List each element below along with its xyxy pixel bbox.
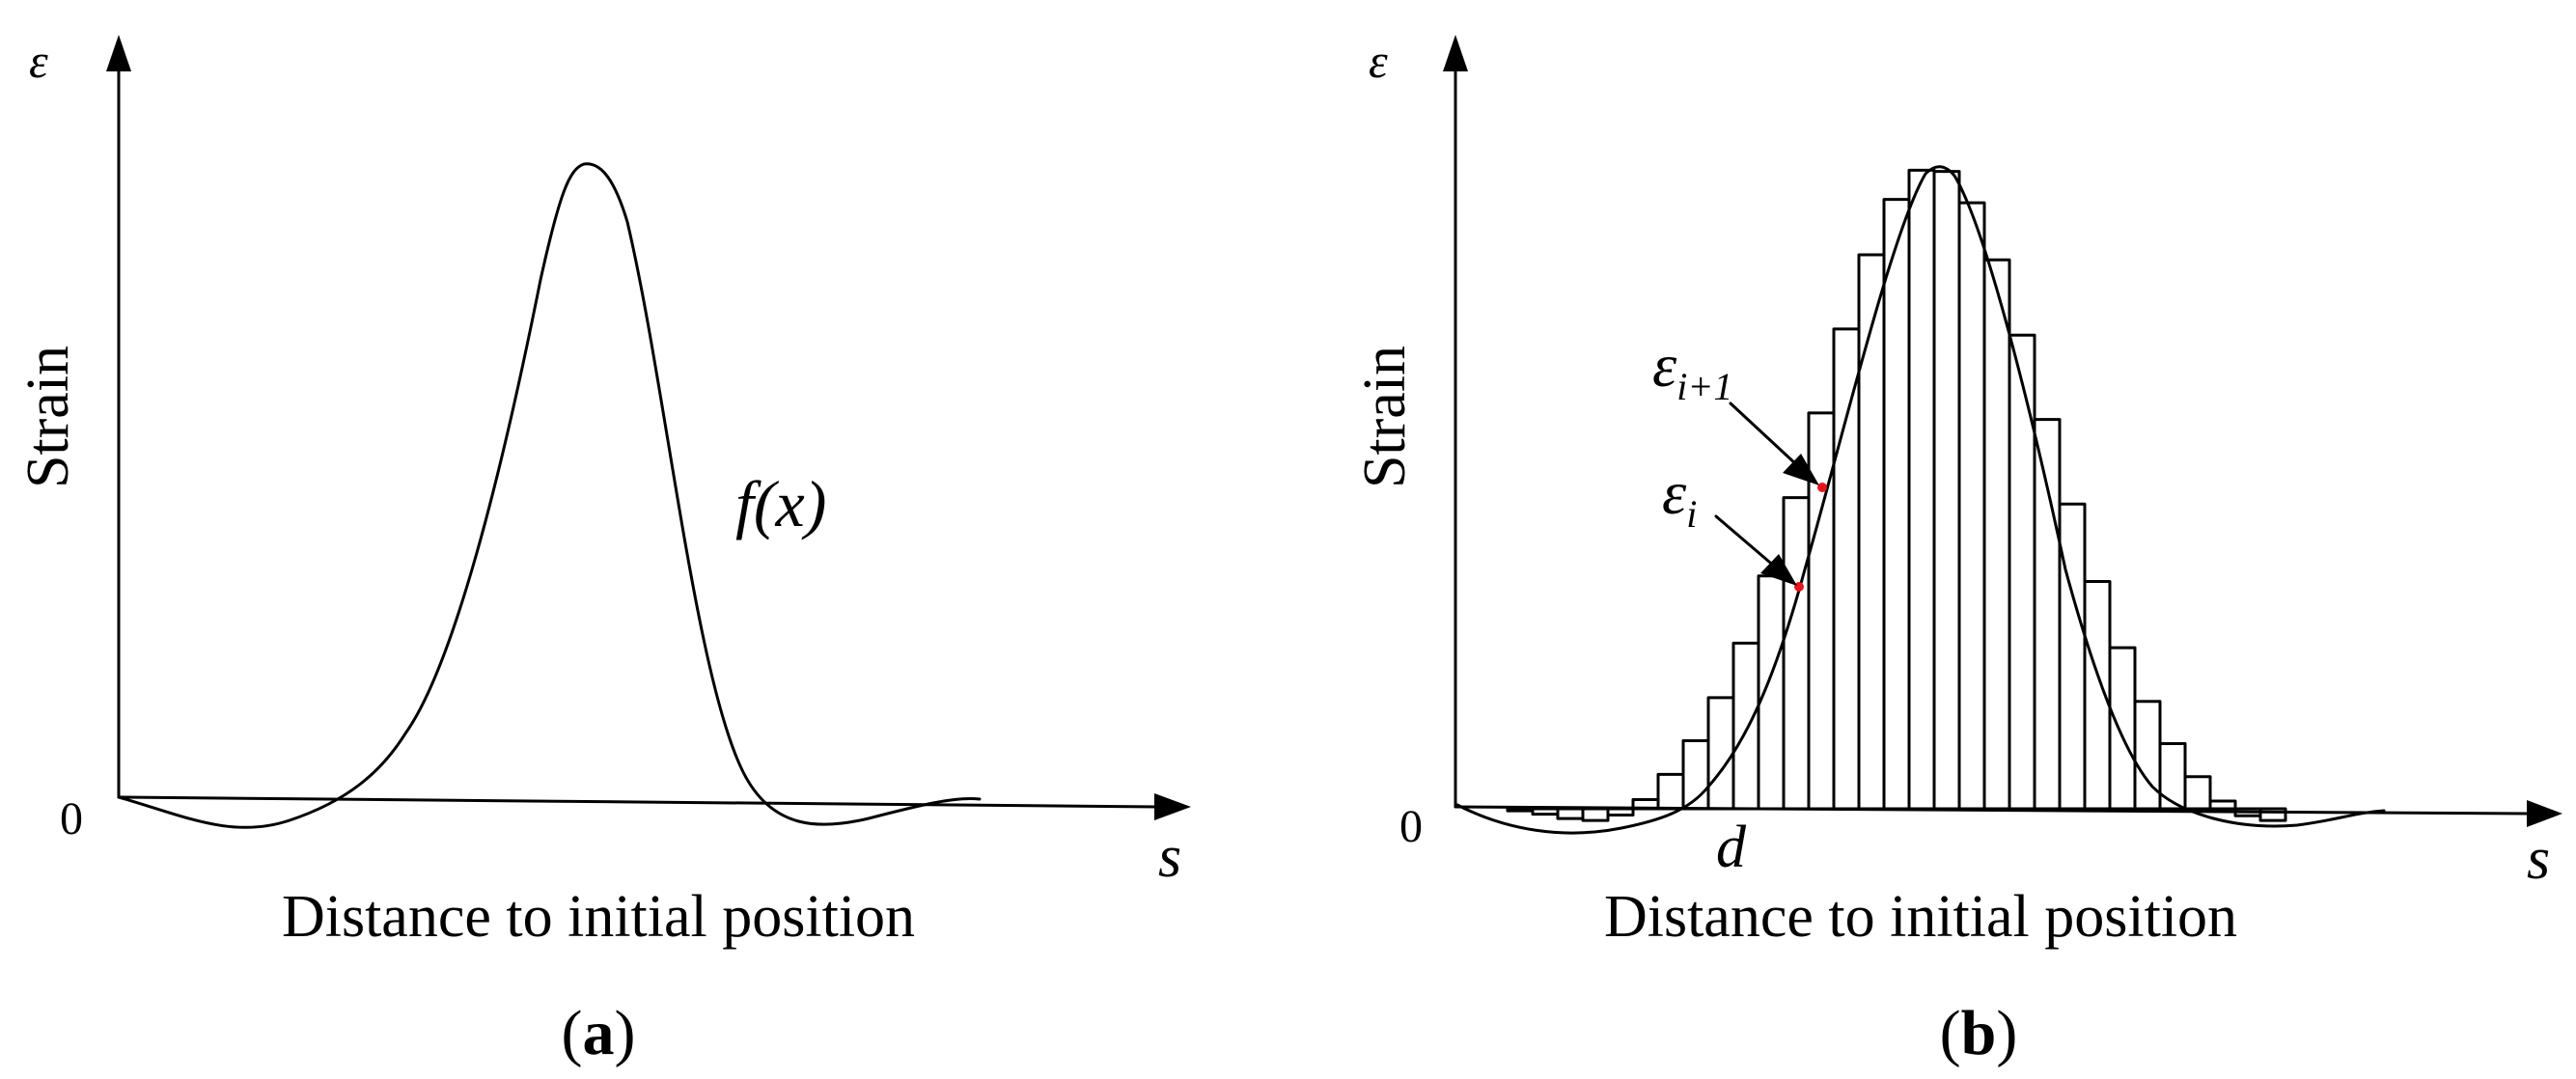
panel-a-y-axis-arrow xyxy=(106,35,131,71)
histogram-bar xyxy=(2008,333,2036,811)
histogram-bar xyxy=(1656,772,1685,811)
panel-b-eps-i1-arrow-line xyxy=(1729,401,1799,467)
panel-b-y-axis-arrow xyxy=(1443,35,1468,71)
panel-a-y-symbol: ε xyxy=(29,34,48,88)
histogram-bar xyxy=(2058,502,2087,811)
panel-a-caption: (a) xyxy=(562,998,636,1068)
panel-b-caption-close: ) xyxy=(1996,998,2017,1068)
histogram-bar xyxy=(1757,574,1786,811)
histogram-bar xyxy=(1907,168,1936,811)
histogram-bar xyxy=(2183,775,2212,811)
histogram-bar xyxy=(1631,797,1660,811)
panel-b-histogram-bars xyxy=(1506,168,2287,822)
panel-a-origin-label: 0 xyxy=(60,793,83,844)
panel-b: ε Strain 0 s Distance to initial positio… xyxy=(1352,34,2562,1068)
panel-a-function-label: f(x) xyxy=(735,467,826,540)
panel-a-strain-curve xyxy=(117,162,982,829)
panel-a-x-symbol: s xyxy=(1158,824,1181,890)
histogram-bar xyxy=(1706,696,1735,811)
histogram-bar xyxy=(2108,646,2137,811)
panel-b-y-label: Strain xyxy=(1352,346,1418,488)
panel-b-x-axis-arrow xyxy=(2527,800,2562,827)
panel-b-eps-i-point xyxy=(1794,582,1804,592)
panel-b-eps-i-arrowhead xyxy=(1760,554,1797,586)
panel-a-x-axis-arrow xyxy=(1154,793,1191,820)
histogram-bar xyxy=(1982,258,2011,811)
histogram-bar xyxy=(1506,807,1535,813)
panel-b-caption-letter: b xyxy=(1961,998,1997,1068)
panel-a-caption-open: ( xyxy=(562,998,583,1068)
panel-a: ε Strain 0 s Distance to initial positio… xyxy=(15,34,1191,1068)
panel-b-eps-i-arrow-line xyxy=(1714,514,1778,569)
panel-b-origin-label: 0 xyxy=(1399,801,1423,852)
panel-b-y-symbol: ε xyxy=(1369,34,1388,88)
histogram-bar xyxy=(1932,170,1961,811)
panel-a-x-label: Distance to initial position xyxy=(282,884,915,950)
histogram-bar xyxy=(2258,807,2287,822)
histogram-bar xyxy=(1882,198,1911,811)
histogram-bar xyxy=(2208,799,2237,811)
histogram-bar xyxy=(1832,327,1861,811)
histogram-bar xyxy=(1531,807,1560,816)
panel-b-interval-label: d xyxy=(1716,815,1747,880)
histogram-bar xyxy=(2133,700,2162,811)
panel-b-eps-i-label: εi xyxy=(1662,458,1697,536)
histogram-bar xyxy=(2158,742,2187,811)
panel-a-y-label: Strain xyxy=(15,346,81,488)
panel-b-eps-i1-point xyxy=(1817,483,1827,492)
histogram-bar xyxy=(1857,253,1886,811)
histogram-bar xyxy=(1581,807,1610,822)
panel-b-eps-i1-arrowhead xyxy=(1783,454,1819,485)
panel-b-eps-i-sub: i xyxy=(1686,492,1697,536)
panel-b-x-symbol: s xyxy=(2527,826,2550,892)
panel-b-eps-i1-sub: i+1 xyxy=(1676,365,1732,408)
panel-b-x-label: Distance to initial position xyxy=(1604,884,2237,950)
panel-b-strain-curve xyxy=(1455,165,2386,835)
panel-b-eps-i1-base: ε xyxy=(1652,331,1677,400)
panel-b-caption: (b) xyxy=(1940,998,2018,1068)
histogram-bar xyxy=(1782,496,1811,811)
panel-b-eps-i-base: ε xyxy=(1662,458,1687,527)
histogram-bar xyxy=(1556,807,1585,820)
panel-a-caption-close: ) xyxy=(615,998,636,1068)
panel-a-caption-letter: a xyxy=(583,998,615,1068)
histogram-bar xyxy=(1957,201,1986,811)
histogram-bar xyxy=(1606,807,1635,817)
histogram-bar xyxy=(1807,411,1836,811)
histogram-bar xyxy=(1731,641,1760,811)
panel-a-x-axis xyxy=(117,795,1160,809)
panel-b-caption-open: ( xyxy=(1940,998,1961,1068)
histogram-bar xyxy=(2033,418,2062,811)
panel-b-eps-i1-label: εi+1 xyxy=(1652,331,1732,408)
